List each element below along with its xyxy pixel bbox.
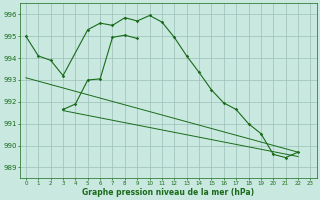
X-axis label: Graphe pression niveau de la mer (hPa): Graphe pression niveau de la mer (hPa) [82, 188, 254, 197]
